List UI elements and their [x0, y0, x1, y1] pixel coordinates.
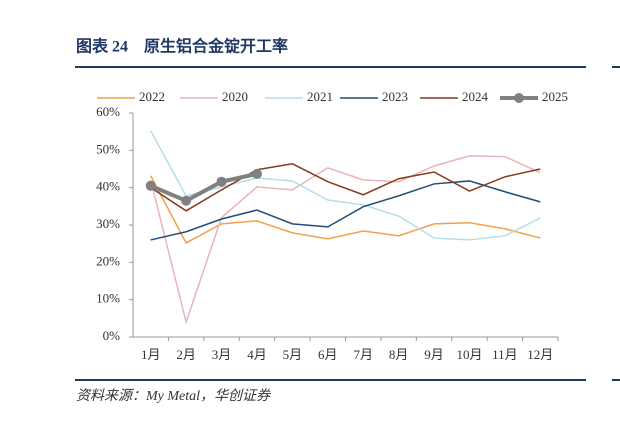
series-marker: [251, 168, 262, 179]
legend-label: 2023: [382, 89, 408, 104]
x-tick-label: 6月: [318, 347, 338, 362]
y-tick-label: 50%: [96, 141, 120, 156]
x-tick-label: 9月: [424, 347, 444, 362]
series-marker: [181, 195, 192, 206]
series-line: [149, 171, 258, 203]
y-tick-label: 60%: [96, 104, 120, 119]
y-tick-label: 20%: [96, 253, 120, 268]
legend-label: 2021: [307, 89, 333, 104]
x-tick-label: 8月: [389, 347, 409, 362]
chart-title: 图表 24 原生铝合金锭开工率: [76, 37, 288, 56]
series-line: [150, 175, 541, 244]
series-line: [149, 155, 541, 325]
legend-label: 2022: [139, 89, 165, 104]
series-marker: [145, 180, 156, 191]
y-tick-label: 40%: [96, 179, 120, 194]
legend-label: 2025: [542, 89, 568, 104]
series-marker: [216, 176, 227, 187]
series-line: [150, 162, 541, 212]
x-tick-label: 10月: [456, 347, 482, 362]
y-tick-label: 30%: [96, 216, 120, 231]
x-tick-label: 2月: [176, 347, 196, 362]
x-tick-label: 5月: [283, 347, 303, 362]
legend-marker: [514, 93, 524, 103]
source: 资料来源：My Metal，华创证券: [76, 388, 271, 404]
series-line: [150, 180, 541, 241]
x-tick-label: 12月: [527, 347, 553, 362]
x-tick-label: 7月: [353, 347, 373, 362]
series-line: [150, 130, 541, 241]
x-tick-label: 1月: [141, 347, 161, 362]
legend-label: 2024: [462, 89, 489, 104]
x-tick-label: 11月: [492, 347, 518, 362]
legend-label: 2020: [222, 89, 248, 104]
y-tick-label: 0%: [103, 328, 121, 343]
x-tick-label: 4月: [247, 347, 267, 362]
x-tick-label: 3月: [212, 347, 232, 362]
y-tick-label: 10%: [96, 291, 120, 306]
